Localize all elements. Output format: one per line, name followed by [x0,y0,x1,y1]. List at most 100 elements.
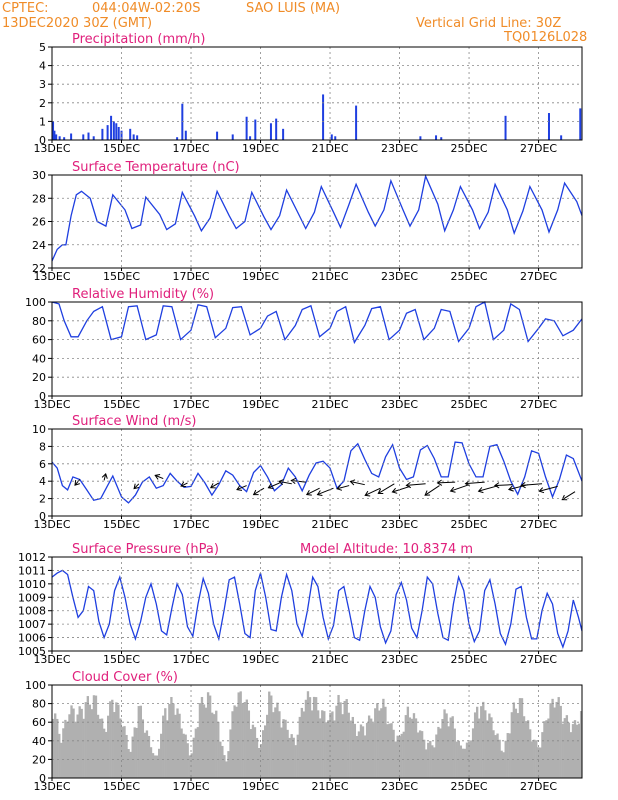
cloud-cover-bar [178,713,181,778]
cloud-cover-bar [392,729,395,778]
cloud-cover-bar [225,761,228,778]
wind-arrow [450,484,470,492]
cloud-cover-bar [514,708,518,778]
y-tick-label: 100 [25,679,46,692]
x-tick-label: 15DEC [103,142,140,155]
precipitation-bar [269,123,272,140]
y-tick-label: 60 [32,716,46,729]
cloud-cover-bar [423,739,426,778]
cloud-cover-bar [56,718,59,778]
y-tick-label: 80 [32,698,46,711]
cloud-cover-bar [86,696,89,778]
cloud-cover-bar [571,724,575,778]
cloud-cover-bar [488,713,491,778]
precipitation-bar [355,105,358,140]
cloud-cover-bar [296,734,299,778]
wind-arrow-head [133,483,140,490]
cloud-cover-bar [577,723,581,778]
cloud-cover-bar [445,713,448,778]
y-tick-label: 20 [32,753,46,766]
cloud-cover-bar [308,697,312,778]
cloud-cover-bar [90,709,94,778]
header: CPTEC: 044:04W-02:20S SAO LUIS (MA) 13DE… [0,0,618,46]
cloud-cover-bar [141,719,145,778]
y-tick-label: 60 [32,334,46,347]
precipitation-bar [70,133,73,140]
cloud-cover-bar [319,718,322,778]
y-tick-label: 40 [32,352,46,365]
wind-arrow [392,485,411,493]
cloud-cover-bar [429,740,432,778]
wind-arrow [539,485,558,492]
cloud-cover-bar [190,753,193,778]
y-tick-label: 1008 [18,605,46,618]
source-label: CPTEC: [2,1,49,16]
cloud-cover-bar [251,724,255,778]
cloud-cover-bar [235,706,238,778]
precipitation-bar [52,121,55,140]
cloud-cover-bar [98,718,102,778]
cloud-cover-bar [370,718,373,778]
cloud-cover-bar [88,704,92,778]
cloud-cover-bar [184,734,187,778]
cloud-cover-bar [160,733,163,778]
cloud-cover-bar [253,727,257,778]
cloud-cover-bar [66,721,69,778]
precipitation-bar [63,137,66,140]
precipitation-bar [440,137,443,140]
cloud-cover-bar [266,714,269,778]
precipitation-bar [136,135,139,140]
cloud-cover-bar [388,723,391,778]
cloud-cover-bar [233,705,236,778]
cloud-cover-bar [200,696,204,778]
cloud-cover-bar [473,712,477,778]
precipitation-bar [106,125,109,140]
cloud-cover-bar [129,751,132,778]
cloud-cover-bar [139,705,142,778]
wind-arrow [317,487,334,496]
wind-arrow-head [74,480,80,486]
cloud-cover-bar [404,715,407,778]
cloud-cover-bar [508,733,511,778]
x-tick-label: 25DEC [450,142,487,155]
cloud-cover-bar [202,704,206,778]
cloud-cover-bar [549,703,552,778]
cloud-cover-bar [70,705,73,778]
precipitation-bar [435,135,438,140]
x-tick-label: 17DEC [172,780,209,793]
cloud-cover-bar [384,706,387,778]
precipitation-bar [504,115,507,140]
precipitation-bar [322,94,325,140]
cloud-cover-bar [555,701,558,778]
precipitation-bar [101,128,104,140]
wind-arrow [180,482,188,487]
wind-arrow [133,483,140,489]
cloud-cover-bar [62,728,65,778]
y-tick-label: 26 [32,216,46,229]
cloud-cover-bar [310,710,314,778]
cloud-cover-bar [257,748,261,778]
cloud-cover-bar [526,720,530,778]
cloud-cover-bar [439,728,442,778]
cloud-cover-bar [153,755,157,778]
wind-arrow [253,487,265,495]
x-tick-label: 21DEC [311,270,348,283]
cloud-cover-bar [60,742,63,778]
cloud-cover-bar [374,708,377,778]
cloud-cover-bar [294,745,297,778]
cloud-cover-bar [539,747,542,778]
cloud-cover-bar [416,732,420,778]
series-line-3 [51,301,583,345]
cloud-cover-bar [164,708,167,778]
panel-title: Relative Humidity (%) [72,287,214,302]
cloud-cover-bar [547,718,550,778]
cloud-cover-bar [365,722,369,778]
wind-arrow [437,481,456,484]
cloud-cover-bar [327,720,330,778]
wind-arrow-head [267,483,274,489]
cloud-cover-bar [111,699,114,778]
cloud-cover-bar [280,727,283,778]
x-tick-label: 25DEC [450,518,487,531]
cloud-cover-bar [559,705,562,778]
cloud-cover-bar [431,745,434,778]
